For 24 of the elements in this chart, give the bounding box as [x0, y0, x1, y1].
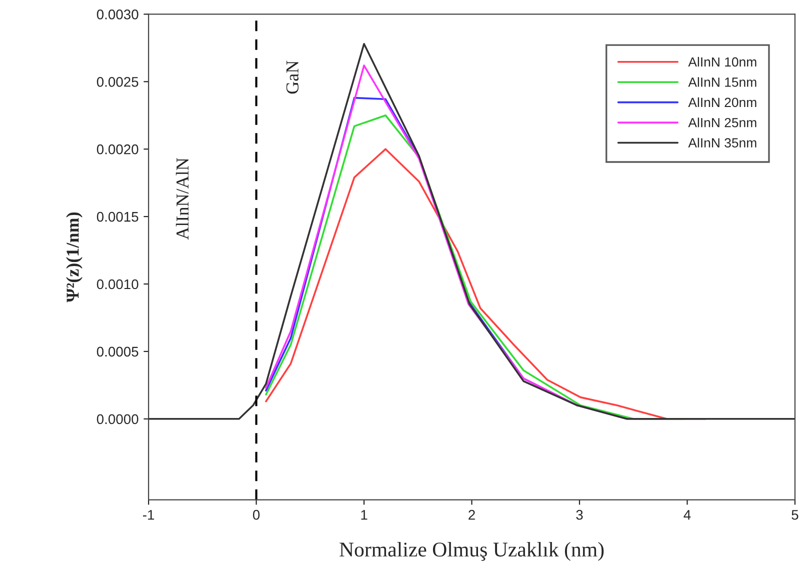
- x-tick-label: 1: [361, 510, 368, 520]
- y-tick-label: 0.0005: [96, 346, 138, 357]
- y-tick-label: 0.0020: [96, 144, 138, 154]
- y-tick-label: 0.0010: [96, 279, 138, 290]
- x-tick-label: 2: [468, 510, 475, 520]
- y-axis-title: Ψ²(z)(1/nm): [66, 212, 82, 302]
- x-tick-label: -1: [142, 510, 154, 520]
- y-tick-label: 0.0000: [96, 414, 138, 424]
- x-tick-label: 4: [684, 510, 691, 520]
- line-series: [148, 42, 795, 420]
- y-tick-label: 0.0025: [96, 76, 138, 87]
- legend-label: AlInN 10nm: [688, 56, 756, 67]
- y-tick-label: 0.0030: [96, 10, 138, 20]
- annotation: AlInN/AlN: [176, 158, 189, 240]
- legend-label: AlInN 25nm: [688, 118, 756, 128]
- x-axis-title: Normalize Olmuş Uzaklık (nm): [340, 542, 604, 561]
- x-tick-label: 0: [252, 510, 260, 520]
- annotation: GaN: [286, 60, 299, 94]
- legend-label: AlInN 35nm: [688, 138, 756, 148]
- legend-label: AlInN 15nm: [688, 77, 756, 87]
- y-tick-label: 0.0015: [96, 212, 138, 222]
- x-tick-label: 5: [792, 510, 798, 520]
- legend-label: AlInN 20nm: [688, 97, 756, 108]
- x-tick-label: 3: [576, 510, 583, 520]
